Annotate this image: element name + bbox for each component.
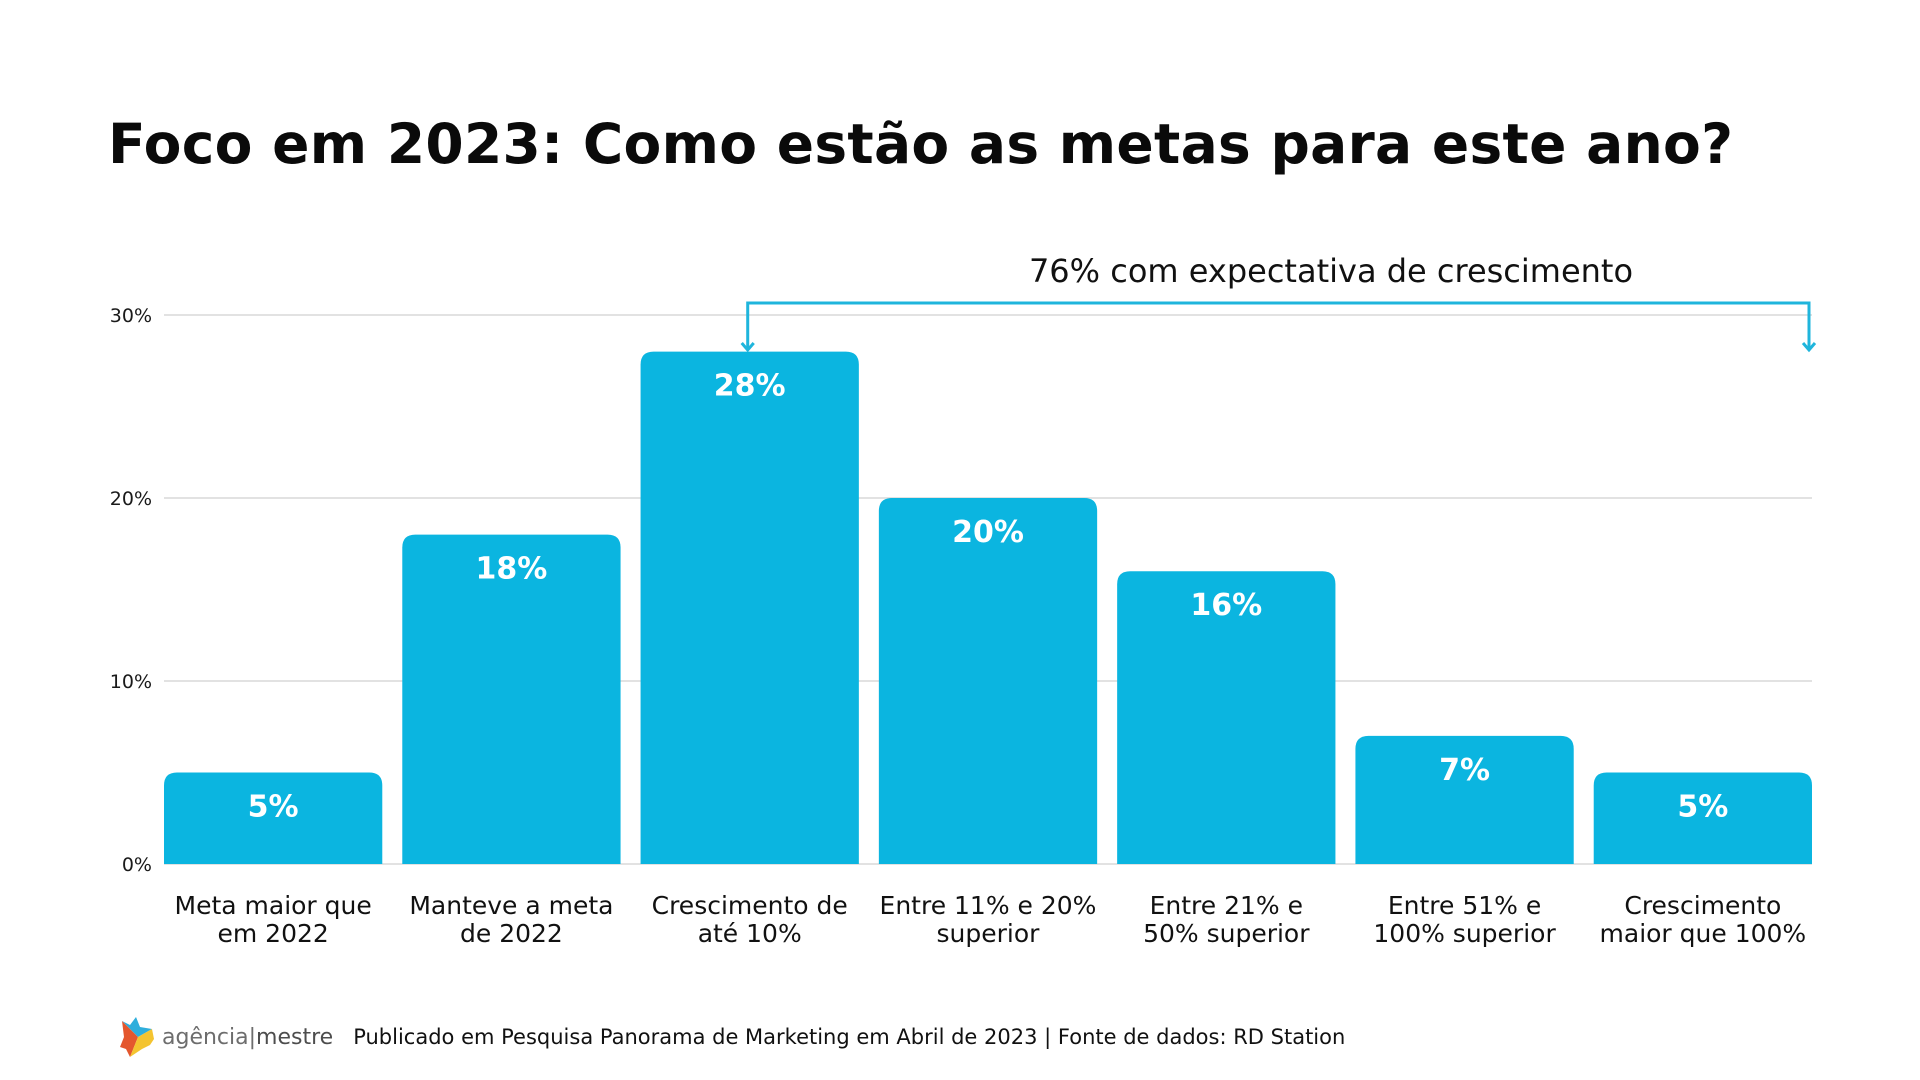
bar: [402, 534, 621, 864]
x-category-label: Manteve a meta: [409, 891, 613, 920]
bar-value-label: 5%: [248, 790, 299, 825]
annotation-bracket: [746, 301, 1811, 350]
y-tick-label: 30%: [110, 305, 152, 327]
growth-annotation: 76% com expectativa de crescimento: [740, 252, 1817, 353]
bars: [164, 351, 1812, 865]
annotation-text: 76% com expectativa de crescimento: [1029, 252, 1633, 290]
bar: [1355, 735, 1574, 864]
bar-value-label: 16%: [1190, 588, 1262, 623]
bar: [878, 498, 1098, 864]
x-category-label: de 2022: [460, 919, 563, 948]
bar-value-label: 7%: [1439, 753, 1490, 788]
bar-value-label: 5%: [1677, 790, 1728, 825]
arrow-down-icon: [1801, 342, 1817, 353]
bar-value-label: 28%: [714, 369, 786, 404]
bar: [164, 772, 383, 864]
y-tick-label: 20%: [110, 488, 152, 510]
x-category-label: superior: [937, 919, 1041, 948]
x-category-label: em 2022: [217, 919, 328, 948]
source-note: Publicado em Pesquisa Panorama de Market…: [353, 1025, 1346, 1049]
x-category-label: Entre 51% e: [1388, 891, 1541, 920]
agencia-mestre-logo-icon: [120, 1017, 154, 1057]
logo-text-right: mestre: [256, 1024, 334, 1050]
footer: agência|mestre Publicado em Pesquisa Pan…: [118, 1012, 1345, 1062]
x-category-label: 50% superior: [1143, 919, 1310, 948]
x-category-label: 100% superior: [1373, 919, 1556, 948]
page-title: Foco em 2023: Como estão as metas para e…: [108, 112, 1734, 176]
bar: [640, 351, 859, 865]
agencia-mestre-logo-text: agência|mestre: [162, 1025, 333, 1050]
arrow-down-icon: [740, 342, 755, 353]
x-category-label: maior que 100%: [1600, 919, 1807, 948]
bar: [1593, 772, 1812, 864]
logo-text-left: agência: [162, 1024, 249, 1050]
x-category-label: Crescimento: [1624, 891, 1781, 920]
bar-value-label: 18%: [476, 552, 548, 587]
bar-chart: 0% 10% 20% 30% 5% 18% 28% 20% 16% 7% 5% Meta maio…: [110, 252, 1817, 948]
y-axis-ticks: 0% 10% 20% 30%: [110, 305, 152, 876]
x-category-label: Crescimento de: [652, 891, 848, 920]
x-category-label: até 10%: [698, 919, 802, 948]
x-category-label: Entre 21% e: [1150, 891, 1303, 920]
bar-value-label: 20%: [952, 515, 1024, 550]
y-tick-label: 0%: [122, 854, 152, 876]
x-category-label: Meta maior que: [175, 891, 372, 920]
bar: [1117, 571, 1336, 864]
y-tick-label: 10%: [110, 671, 152, 693]
bar-data-labels: 5% 18% 28% 20% 16% 7% 5%: [248, 369, 1729, 825]
logo-separator: |: [248, 1024, 257, 1050]
x-category-label: Entre 11% e 20%: [880, 891, 1097, 920]
